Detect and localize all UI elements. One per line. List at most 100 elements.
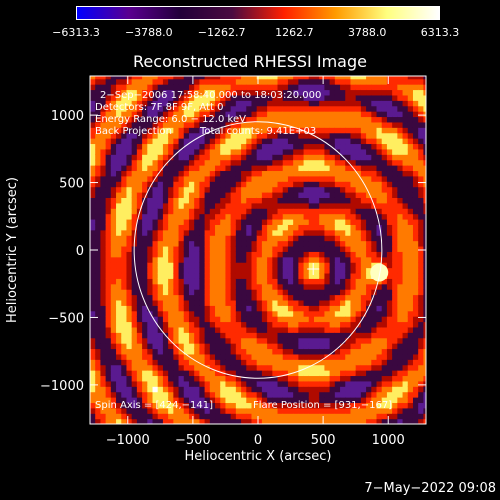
heatmap-cell [407, 170, 414, 177]
heatmap-cell [340, 332, 346, 339]
heatmap-cell [199, 100, 206, 107]
heatmap-cell [162, 94, 169, 101]
heatmap-cell [334, 143, 341, 150]
heatmap-cell [272, 213, 279, 220]
heatmap-cell [371, 321, 378, 328]
heatmap-cell [334, 321, 341, 328]
heatmap-cell [152, 127, 159, 134]
heatmap-cell [147, 165, 154, 172]
heatmap-cell [173, 375, 180, 382]
heatmap-cell [246, 111, 253, 118]
heatmap-cell [303, 105, 310, 112]
heatmap-cell [199, 283, 206, 290]
heatmap-cell [371, 218, 378, 225]
heatmap-cell [152, 208, 159, 215]
heatmap-cell [188, 165, 195, 172]
heatmap-cell [340, 76, 346, 80]
flare-source [370, 263, 389, 282]
heatmap-cell [355, 245, 362, 252]
heatmap-cell [423, 245, 426, 252]
heatmap-cell [251, 213, 258, 220]
heatmap-cell [366, 418, 372, 424]
heatmap-cell [126, 326, 133, 333]
heatmap-cell [131, 165, 138, 172]
heatmap-cell [293, 407, 299, 414]
heatmap-cell [350, 353, 357, 360]
heatmap-cell [168, 105, 174, 112]
heatmap-cell [324, 386, 331, 393]
heatmap-cell [376, 386, 383, 393]
heatmap-cell [178, 111, 185, 118]
heatmap-cell [345, 359, 352, 366]
heatmap-cell [314, 105, 320, 112]
heatmap-cell [407, 154, 414, 161]
heatmap-cell [110, 256, 117, 263]
heatmap-cell [183, 138, 190, 145]
heatmap-cell [402, 397, 409, 404]
heatmap-cell [371, 370, 378, 377]
heatmap-cell [126, 170, 133, 177]
heatmap-cell [116, 267, 122, 274]
heatmap-cell [142, 348, 148, 355]
heatmap-cell [241, 272, 247, 279]
heatmap-cell [241, 353, 247, 360]
heatmap-cell [287, 121, 294, 128]
heatmap-cell [220, 105, 227, 112]
heatmap-cell [162, 159, 169, 166]
heatmap-cell [215, 353, 221, 360]
heatmap-cell [303, 251, 310, 258]
heatmap-cell [355, 375, 362, 382]
heatmap-cell [329, 386, 336, 393]
heatmap-cell [324, 240, 331, 247]
heatmap-cell [152, 138, 159, 145]
heatmap-cell [251, 397, 258, 404]
heatmap-cell [183, 380, 190, 387]
heatmap-cell [209, 192, 216, 198]
heatmap-cell [183, 84, 190, 91]
heatmap-cell [319, 170, 326, 177]
heatmap-cell [241, 127, 247, 134]
heatmap-cell [90, 380, 96, 387]
heatmap-cell [261, 305, 268, 312]
heatmap-cell [209, 202, 216, 209]
heatmap-cell [116, 186, 122, 193]
heatmap-cell [407, 143, 414, 150]
heatmap-cell [204, 143, 211, 150]
heatmap-cell [152, 332, 159, 339]
heatmap-cell [345, 100, 352, 107]
heatmap-cell [199, 89, 206, 96]
heatmap-cell [147, 154, 154, 161]
heatmap-cell [402, 192, 409, 198]
heatmap-cell [225, 353, 232, 360]
heatmap-cell [126, 76, 133, 80]
heatmap-cell [220, 84, 227, 91]
heatmap-cell [256, 159, 263, 166]
heatmap-cell [272, 245, 279, 252]
heatmap-cell [407, 283, 414, 290]
heatmap-cell [157, 111, 164, 118]
heatmap-cell [298, 78, 305, 85]
heatmap-cell [381, 289, 388, 296]
heatmap-cell [340, 294, 346, 301]
heatmap-cell [324, 165, 331, 172]
heatmap-cell [225, 343, 232, 350]
heatmap-cell [261, 208, 268, 215]
colorbar [76, 6, 440, 20]
heatmap-cell [381, 138, 388, 145]
heatmap-cell [230, 413, 237, 420]
heatmap-cell [230, 213, 237, 220]
heatmap-cell [199, 159, 206, 166]
heatmap-cell [126, 305, 133, 312]
heatmap-cell [261, 224, 268, 231]
heatmap-cell [314, 154, 320, 161]
heatmap-cell [168, 353, 174, 360]
heatmap-cell [277, 121, 284, 128]
heatmap-cell [157, 181, 164, 188]
heatmap-cell [230, 89, 237, 96]
heatmap-cell [90, 192, 96, 198]
heatmap-cell [324, 343, 331, 350]
heatmap-cell [220, 121, 227, 128]
heatmap-cell [345, 413, 352, 420]
heatmap-cell [178, 294, 185, 301]
heatmap-cell [366, 197, 372, 204]
